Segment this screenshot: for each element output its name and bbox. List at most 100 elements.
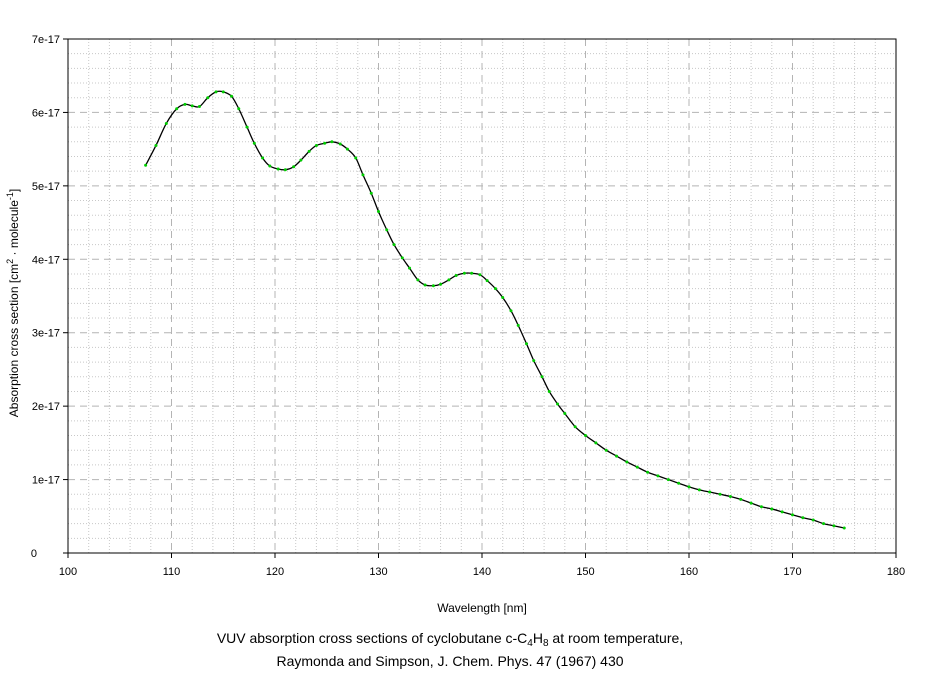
data-point xyxy=(493,287,497,291)
caption-subscript: 4 xyxy=(527,638,533,649)
series-0 xyxy=(144,90,846,530)
data-point xyxy=(431,284,435,288)
data-point xyxy=(345,147,349,151)
y-tick-label: 4e-17 xyxy=(32,254,60,266)
data-point xyxy=(462,271,466,275)
data-point xyxy=(154,143,158,147)
data-point xyxy=(739,497,743,501)
data-point xyxy=(447,278,451,282)
data-point xyxy=(292,165,296,169)
x-axis-ticks: 100 110 120 130 140 150 160 170 180 xyxy=(59,553,905,578)
y-tick-label: 6e-17 xyxy=(32,107,60,119)
data-point xyxy=(323,141,327,145)
data-point xyxy=(780,510,784,514)
y-tick-label: 7e-17 xyxy=(32,34,60,46)
data-point xyxy=(573,425,577,429)
data-point xyxy=(423,283,427,287)
data-point xyxy=(697,488,701,492)
caption-line-1: VUV absorption cross sections of cyclobu… xyxy=(0,630,900,649)
data-point xyxy=(832,524,836,528)
data-point xyxy=(144,163,148,167)
x-tick-label: 150 xyxy=(576,566,594,578)
data-point xyxy=(749,501,753,505)
data-point xyxy=(276,167,280,171)
y-axis-label-part: · molecule xyxy=(7,200,21,259)
data-point xyxy=(175,107,179,111)
data-point xyxy=(197,105,201,109)
data-point xyxy=(604,448,608,452)
data-point xyxy=(594,441,598,445)
y-axis-label-part: ] xyxy=(7,189,21,192)
x-tick-label: 120 xyxy=(266,566,284,578)
data-point xyxy=(677,481,681,485)
data-point xyxy=(377,210,380,214)
data-point xyxy=(214,90,218,94)
x-tick-label: 170 xyxy=(783,566,801,578)
data-point xyxy=(307,149,311,153)
data-point xyxy=(540,375,544,379)
data-point xyxy=(164,121,168,125)
data-point xyxy=(299,158,303,162)
data-point xyxy=(408,266,412,270)
y-tick-label: 5e-17 xyxy=(32,181,60,193)
data-point xyxy=(532,359,536,363)
data-point xyxy=(770,507,774,511)
data-point xyxy=(392,243,396,247)
data-point xyxy=(330,140,334,144)
data-point xyxy=(801,516,805,520)
data-point xyxy=(314,143,318,147)
data-point xyxy=(666,478,670,482)
x-tick-label: 160 xyxy=(680,566,698,578)
data-point xyxy=(811,518,815,522)
data-point xyxy=(261,156,265,160)
data-point xyxy=(237,107,241,111)
data-point xyxy=(547,389,551,393)
x-tick-label: 100 xyxy=(59,566,77,578)
data-point xyxy=(478,273,482,277)
caption-subscript: 8 xyxy=(542,638,549,649)
y-tick-label: 2e-17 xyxy=(32,401,60,413)
data-point xyxy=(759,505,763,509)
x-tick-label: 180 xyxy=(887,566,905,578)
data-point xyxy=(361,173,365,177)
data-point xyxy=(206,96,210,100)
data-point xyxy=(190,104,194,108)
data-point xyxy=(416,278,420,282)
data-point xyxy=(509,309,513,313)
data-point xyxy=(822,522,826,526)
data-point xyxy=(525,342,529,346)
data-point xyxy=(385,228,389,232)
y-axis-label-part: Absorption cross section [cm xyxy=(7,264,21,417)
y-axis-label-superscript: 2 xyxy=(5,259,15,264)
x-tick-label: 110 xyxy=(163,566,181,578)
y-axis-ticks: 0 1e-17 2e-17 3e-17 4e-17 5e-17 6e-17 7e-17 xyxy=(31,34,68,560)
data-point xyxy=(338,142,342,146)
data-point xyxy=(516,323,520,327)
y-tick-label: 0 xyxy=(31,548,37,560)
data-point xyxy=(718,492,722,496)
data-point xyxy=(252,141,256,145)
data-point xyxy=(454,273,458,277)
data-point xyxy=(283,168,287,172)
data-point xyxy=(268,164,272,168)
data-point xyxy=(556,402,560,406)
data-point xyxy=(728,494,732,498)
data-point xyxy=(369,191,373,195)
y-axis-label: Absorption cross section [cm2 · molecule… xyxy=(5,189,21,417)
caption-text: VUV absorption cross sections of cyclobu… xyxy=(216,630,528,646)
data-point xyxy=(354,156,358,160)
data-point xyxy=(400,256,404,260)
data-point xyxy=(584,434,587,438)
chart: 100 110 120 130 140 150 160 170 180 0 1e-17 2e-17 3… xyxy=(5,34,905,615)
x-tick-label: 140 xyxy=(473,566,491,578)
y-axis-label-superscript: -1 xyxy=(5,192,15,200)
data-point xyxy=(646,470,650,474)
y-tick-label: 3e-17 xyxy=(32,328,60,340)
data-point xyxy=(470,271,474,275)
data-point xyxy=(635,465,639,469)
data-point xyxy=(230,94,234,98)
data-point xyxy=(791,513,794,517)
data-point xyxy=(245,125,249,129)
data-point xyxy=(615,454,619,458)
caption-text: at room temperature, xyxy=(548,630,684,646)
